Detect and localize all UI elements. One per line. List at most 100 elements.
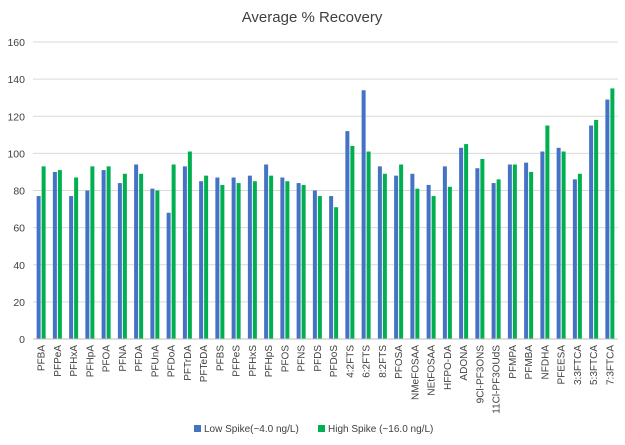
- bar-high-spike-20: [366, 151, 371, 339]
- x-category-label: PFPeA: [53, 345, 64, 377]
- y-tick-label: 20: [13, 297, 25, 309]
- bar-low-spike-3: [85, 190, 90, 339]
- bar-low-spike-0: [36, 196, 41, 339]
- bar-high-spike-7: [155, 190, 160, 339]
- bar-low-spike-15: [280, 177, 285, 339]
- bar-high-spike-3: [90, 166, 95, 339]
- bar-high-spike-0: [41, 166, 46, 339]
- x-category-label: PFDoS: [329, 345, 340, 378]
- bar-high-spike-28: [496, 179, 501, 339]
- gridlines: [33, 41, 618, 303]
- bar-high-spike-17: [317, 196, 322, 339]
- bar-high-spike-19: [350, 145, 355, 339]
- y-tick-label: 120: [7, 111, 25, 123]
- bar-high-spike-5: [122, 173, 127, 339]
- chart-title: Average % Recovery: [242, 9, 383, 26]
- bar-high-spike-14: [269, 175, 274, 339]
- bar-low-spike-1: [52, 171, 57, 339]
- x-category-label: ADONA: [459, 345, 470, 381]
- x-category-label: PFHpA: [85, 345, 96, 378]
- x-category-label: PFUnA: [150, 345, 161, 378]
- bar-low-spike-14: [264, 164, 269, 339]
- bar-high-spike-16: [301, 184, 306, 339]
- x-category-label: PFDS: [313, 345, 324, 372]
- y-tick-label: 100: [7, 148, 25, 160]
- bar-high-spike-31: [545, 125, 550, 339]
- x-category-label: PFBA: [37, 345, 48, 371]
- x-category-label: PFDoA: [167, 345, 178, 378]
- bar-low-spike-19: [345, 131, 350, 339]
- y-tick-label: 160: [7, 37, 25, 49]
- legend-label-high-spike: High Spike (~16.0 ng/L): [328, 424, 433, 435]
- bar-high-spike-9: [187, 151, 192, 339]
- bar-high-spike-2: [74, 177, 79, 339]
- x-category-label: 5:3FTCA: [589, 345, 600, 385]
- x-category-label: PFOA: [102, 345, 113, 373]
- bar-high-spike-4: [106, 166, 111, 339]
- x-category-label: HFPO-DA: [443, 345, 454, 390]
- legend-label-low-spike: Low Spike(~4.0 ng/L): [204, 424, 299, 435]
- legend-swatch-low-spike: [194, 425, 201, 432]
- bar-high-spike-32: [561, 151, 566, 339]
- bar-low-spike-6: [134, 164, 139, 339]
- x-category-label: 6:2FTS: [362, 345, 373, 378]
- bar-low-spike-9: [182, 166, 187, 339]
- x-category-label: PFMBA: [524, 345, 535, 380]
- bar-high-spike-12: [236, 183, 241, 339]
- bar-low-spike-27: [475, 168, 480, 339]
- bar-low-spike-25: [442, 166, 447, 339]
- bar-high-spike-29: [512, 164, 517, 339]
- bar-low-spike-35: [605, 99, 610, 339]
- bar-high-spike-35: [610, 88, 615, 339]
- bar-low-spike-34: [589, 125, 594, 339]
- bar-low-spike-21: [377, 166, 382, 339]
- bar-low-spike-5: [117, 183, 122, 339]
- bar-low-spike-4: [101, 170, 106, 339]
- bar-low-spike-16: [296, 183, 301, 339]
- legend: Low Spike(~4.0 ng/L) High Spike (~16.0 n…: [194, 424, 433, 435]
- y-tick-label: 40: [13, 260, 25, 272]
- x-category-label: PFEESA: [557, 345, 568, 385]
- bar-high-spike-1: [57, 170, 62, 339]
- bar-low-spike-31: [540, 151, 545, 339]
- y-tick-label: 0: [19, 334, 25, 346]
- x-category-label: NFDHA: [540, 345, 551, 380]
- bar-low-spike-20: [361, 90, 366, 339]
- x-category-label: 7:3FTCA: [605, 345, 616, 385]
- x-category-label: PFTrDA: [183, 345, 194, 381]
- y-tick-label: 140: [7, 74, 25, 86]
- x-category-label: NEtFOSAA: [427, 345, 438, 396]
- bars: [36, 88, 615, 340]
- x-axis-categories: PFBA PFPeA PFHxA PFHpA PFOA PFNA PFDA PFUnA PFDo…: [37, 345, 617, 414]
- x-category-label: PFTeDA: [199, 345, 210, 383]
- bar-low-spike-28: [491, 183, 496, 339]
- bar-low-spike-8: [166, 212, 171, 339]
- x-category-label: PFHpS: [264, 345, 275, 378]
- x-category-label: PFHxA: [69, 345, 80, 377]
- bar-low-spike-18: [329, 196, 334, 339]
- bar-high-spike-10: [204, 175, 209, 339]
- bar-low-spike-29: [507, 164, 512, 339]
- x-category-label: 11Cl-PF3OUdS: [492, 345, 503, 414]
- bar-high-spike-8: [171, 164, 176, 339]
- y-tick-label: 60: [13, 223, 25, 235]
- bar-low-spike-23: [410, 173, 415, 339]
- bar-low-spike-13: [247, 175, 252, 339]
- x-category-label: PFPeS: [232, 345, 243, 377]
- bar-high-spike-18: [334, 207, 339, 339]
- x-category-label: PFOS: [280, 345, 291, 373]
- bar-high-spike-33: [577, 173, 582, 339]
- bar-high-spike-30: [529, 171, 534, 339]
- bar-low-spike-33: [572, 179, 577, 339]
- bar-low-spike-24: [426, 184, 431, 339]
- x-category-label: 3:3FTCA: [573, 345, 584, 385]
- bar-high-spike-21: [382, 173, 387, 339]
- bar-high-spike-15: [285, 181, 290, 339]
- x-category-label: PFDA: [134, 345, 145, 372]
- bar-low-spike-11: [215, 177, 220, 339]
- x-category-label: 8:2FTS: [378, 345, 389, 378]
- x-category-label: PFNA: [118, 345, 129, 372]
- x-category-label: PFNS: [297, 345, 308, 372]
- bar-high-spike-23: [415, 188, 420, 339]
- bar-high-spike-27: [480, 158, 485, 339]
